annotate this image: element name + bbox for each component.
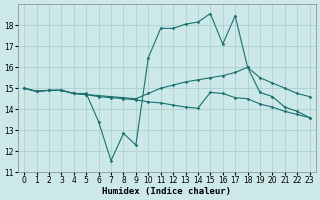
X-axis label: Humidex (Indice chaleur): Humidex (Indice chaleur) bbox=[102, 187, 231, 196]
